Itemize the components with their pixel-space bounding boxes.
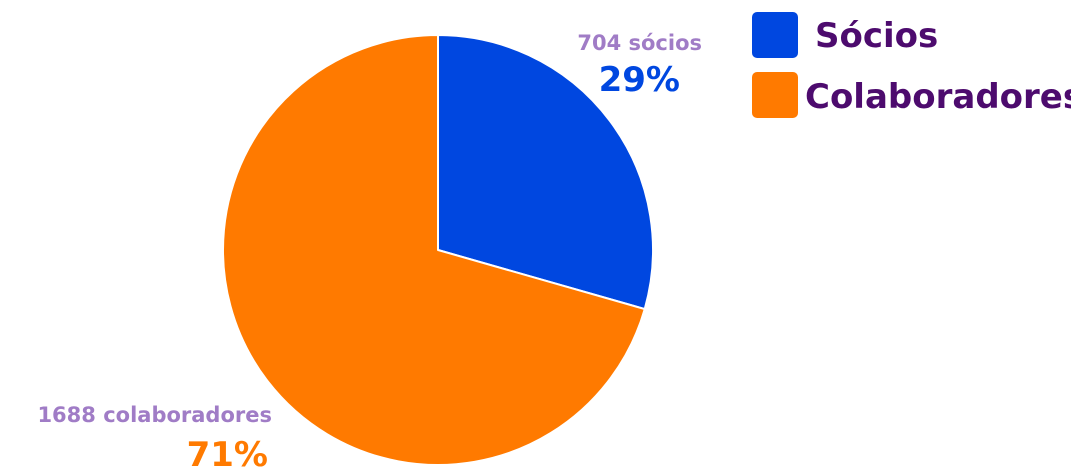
- pie-slice-colaboradores: [222, 34, 646, 466]
- slice-count-label-colaboradores: 1688 colaboradores: [37, 403, 272, 427]
- slice-count-label-socios: 704 sócios: [577, 31, 702, 55]
- legend-label-colaboradores: Colaboradores: [805, 77, 1071, 117]
- legend-swatch-socios: [752, 12, 798, 58]
- slice-percent-label-colaboradores: 71%: [187, 435, 268, 473]
- legend: Sócios Colaboradores: [752, 12, 1071, 118]
- pie-slice-socios: [437, 34, 654, 311]
- slice-percent-label-socios: 29%: [599, 60, 680, 100]
- legend-label-socios: Sócios: [815, 16, 938, 56]
- pie-slices: [222, 34, 654, 466]
- legend-swatch-colaboradores: [752, 72, 798, 118]
